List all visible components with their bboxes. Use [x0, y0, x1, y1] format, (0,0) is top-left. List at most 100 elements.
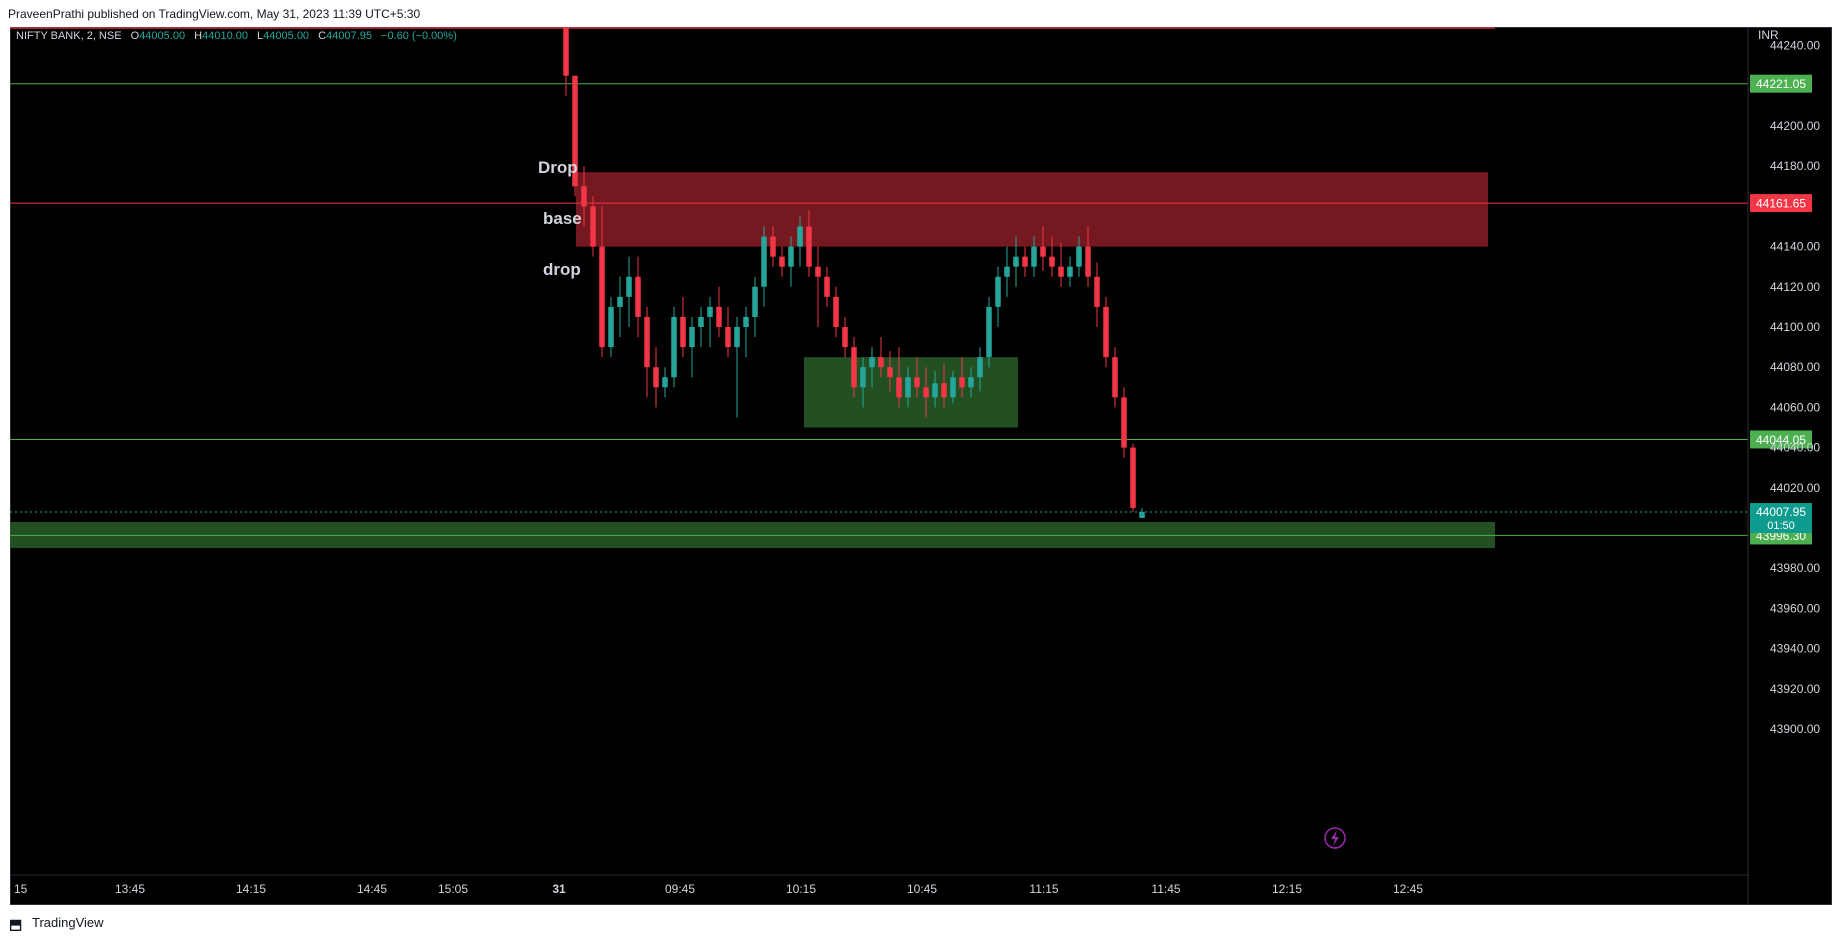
candle-55	[1058, 242, 1064, 287]
candle-body-26	[797, 226, 803, 247]
candle-body-9	[644, 316, 650, 368]
candle-41	[932, 371, 938, 408]
zones-layer	[10, 172, 1495, 549]
candle-body-20	[743, 316, 749, 327]
y-tick-label-12: 43940.00	[1770, 642, 1820, 656]
candle-body-42	[941, 383, 947, 398]
price-level-badge-1	[1750, 194, 1812, 213]
candle-body-22	[761, 236, 767, 287]
candle-body-51	[1022, 256, 1028, 267]
candle-3	[590, 196, 596, 257]
annotation-drop-top: Drop	[538, 158, 578, 177]
price-level-label-2: 44044.05	[1756, 433, 1806, 447]
candle-15	[698, 306, 704, 348]
candle-body-45	[968, 377, 974, 388]
candle-body-10	[653, 367, 659, 388]
candle-body-19	[734, 327, 740, 348]
candle-47	[986, 296, 992, 368]
candle-body-38	[905, 377, 911, 398]
candle-body-21	[752, 286, 758, 317]
y-tick-label-1: 44200.00	[1770, 119, 1820, 133]
candle-body-31	[842, 327, 848, 348]
x-tick-label-11: 12:15	[1272, 882, 1302, 896]
candle-body-3	[590, 206, 596, 247]
candle-body-52	[1031, 246, 1037, 267]
publisher-line: PraveenPrathi published on TradingView.c…	[8, 7, 421, 21]
candle-body-25	[788, 246, 794, 267]
candle-body-36	[887, 367, 893, 378]
candle-18	[725, 306, 731, 358]
candle-body-1	[572, 75, 578, 187]
y-tick-label-6: 44080.00	[1770, 360, 1820, 374]
candle-6	[617, 276, 623, 338]
legend-h-value: 44010.00	[202, 30, 248, 42]
candle-2	[581, 166, 587, 227]
candle-body-43	[950, 377, 956, 398]
lightning-icon[interactable]	[1324, 827, 1346, 849]
candle-17	[716, 286, 722, 338]
x-tick-label-6: 09:45	[665, 882, 695, 896]
candlestick-chart[interactable]: Drop base drop NIFTY BANK, 2, NSE O44005…	[10, 27, 1832, 905]
candle-20	[743, 306, 749, 358]
candle-19	[734, 316, 740, 418]
candle-25	[788, 236, 794, 287]
candle-body-44	[959, 377, 965, 388]
candle-body-46	[977, 357, 983, 378]
candle-body-55	[1058, 266, 1064, 277]
legend-o-value: 44005.00	[139, 30, 185, 42]
candle-45	[968, 367, 974, 398]
candle-body-5	[608, 306, 614, 348]
legend-symbol: NIFTY BANK, 2, NSE	[16, 30, 122, 42]
x-tick-label-0: 15	[14, 882, 28, 896]
x-tick-label-5: 31	[552, 882, 566, 896]
candle-body-0	[563, 27, 569, 76]
legend-c-value: 44007.95	[326, 30, 372, 42]
candle-63	[1130, 443, 1136, 512]
candle-body-40	[923, 387, 929, 398]
legend-l-value: 44005.00	[263, 30, 309, 42]
candle-39	[914, 357, 920, 398]
candle-body-61	[1112, 357, 1118, 398]
last-price-badge	[1750, 503, 1812, 534]
legend-h-label: H	[194, 30, 202, 42]
candle-27	[806, 210, 812, 277]
annotation-base: base	[543, 209, 582, 228]
footer-brand: TradingView	[32, 915, 104, 930]
candle-62	[1121, 387, 1127, 458]
y-tick-label-13: 43920.00	[1770, 682, 1820, 696]
candle-body-32	[851, 347, 857, 388]
candle-7	[626, 256, 632, 327]
candle-59	[1094, 262, 1100, 327]
candle-body-14	[689, 327, 695, 348]
candle-body-37	[896, 377, 902, 398]
candle-body-63	[1130, 447, 1136, 508]
candle-42	[941, 363, 947, 408]
x-tick-label-3: 14:45	[357, 882, 387, 896]
candle-12	[671, 306, 677, 388]
candle-26	[797, 216, 803, 267]
annotation-drop-bottom: drop	[543, 260, 581, 279]
tradingview-logo-icon: ⬒	[9, 916, 23, 932]
time-axis[interactable]: 15 13:45 14:15 14:45 15:05 31 09:45 10:15 10:45 1…	[10, 874, 1748, 896]
price-axis[interactable]: INR 44221.0544161.6544044.0543996.304400…	[1747, 27, 1820, 905]
candle-57	[1076, 236, 1082, 277]
candle-body-23	[770, 236, 776, 257]
candle-body-59	[1094, 276, 1100, 307]
price-level-badge-0	[1750, 74, 1812, 93]
candle-body-62	[1121, 397, 1127, 448]
candle-40	[923, 367, 929, 418]
candle-body-35	[878, 357, 884, 368]
candle-body-17	[716, 306, 722, 327]
candle-49	[1004, 246, 1010, 297]
x-tick-label-8: 10:45	[907, 882, 937, 896]
y-tick-label-9: 44020.00	[1770, 481, 1820, 495]
candle-30	[833, 286, 839, 338]
candle-body-8	[635, 276, 641, 317]
price-level-label-0: 44221.05	[1756, 77, 1806, 91]
last-price-label: 44007.95	[1756, 505, 1806, 519]
candle-body-56	[1067, 266, 1073, 277]
y-tick-label-10: 43980.00	[1770, 561, 1820, 575]
x-tick-label-4: 15:05	[438, 882, 468, 896]
ohlc-legend: NIFTY BANK, 2, NSE O44005.00 H44010.00 L…	[16, 30, 457, 42]
candle-24	[779, 246, 785, 277]
